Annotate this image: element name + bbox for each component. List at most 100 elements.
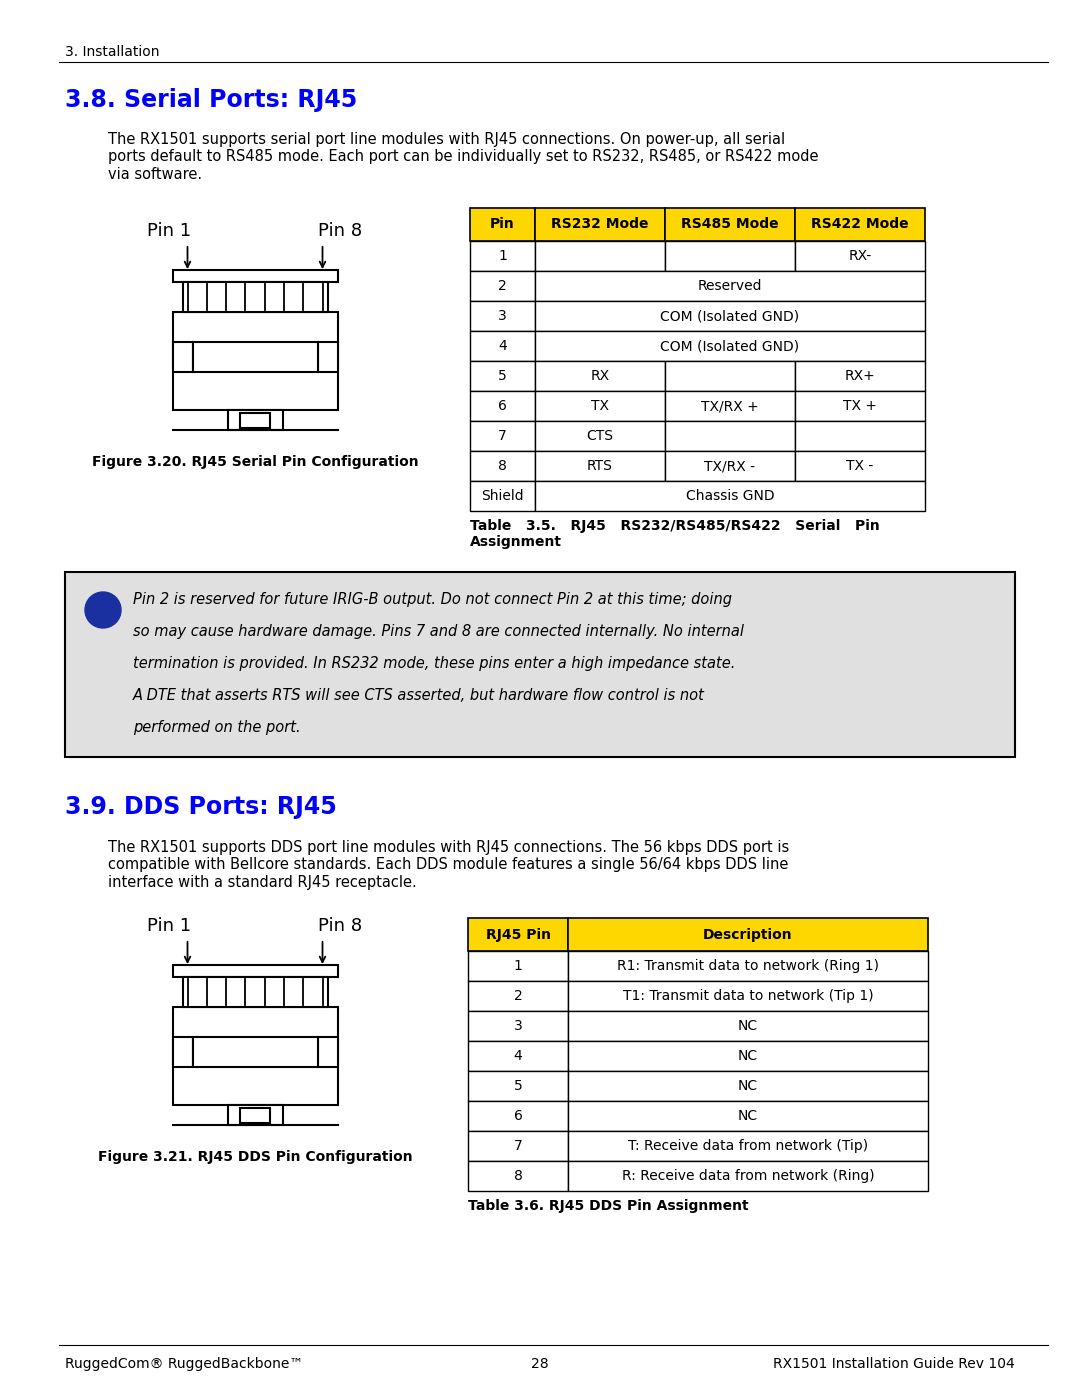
Bar — [173, 1037, 192, 1067]
Bar — [795, 391, 924, 420]
Text: 3: 3 — [514, 1018, 523, 1032]
Text: 4: 4 — [498, 339, 507, 353]
Text: Pin 8: Pin 8 — [319, 916, 363, 935]
Text: R1: Transmit data to network (Ring 1): R1: Transmit data to network (Ring 1) — [617, 958, 879, 972]
Bar — [468, 981, 568, 1011]
Bar — [665, 451, 795, 481]
Bar — [192, 1037, 318, 1067]
Bar — [65, 571, 1015, 757]
Bar — [468, 918, 568, 951]
Bar — [795, 360, 924, 391]
Text: Description: Description — [703, 928, 793, 942]
Bar — [470, 208, 535, 242]
Text: 6: 6 — [514, 1109, 523, 1123]
Text: 1: 1 — [498, 249, 507, 263]
Text: 7: 7 — [498, 429, 507, 443]
Text: 2: 2 — [498, 279, 507, 293]
Text: A DTE that asserts RTS will see CTS asserted, but hardware flow control is not: A DTE that asserts RTS will see CTS asse… — [133, 687, 705, 703]
Text: RTS: RTS — [588, 460, 613, 474]
Text: Reserved: Reserved — [698, 279, 762, 293]
Bar — [173, 965, 337, 977]
Text: termination is provided. In RS232 mode, these pins enter a high impedance state.: termination is provided. In RS232 mode, … — [133, 657, 735, 671]
Text: Pin: Pin — [490, 218, 515, 232]
Bar — [568, 981, 928, 1011]
Text: The RX1501 supports serial port line modules with RJ45 connections. On power-up,: The RX1501 supports serial port line mod… — [108, 131, 819, 182]
Text: Shield: Shield — [482, 489, 524, 503]
Text: Figure 3.20. RJ45 Serial Pin Configuration: Figure 3.20. RJ45 Serial Pin Configurati… — [92, 455, 418, 469]
Bar — [468, 1011, 568, 1041]
Text: T1: Transmit data to network (Tip 1): T1: Transmit data to network (Tip 1) — [623, 989, 874, 1003]
Bar — [568, 951, 928, 981]
Text: RX+: RX+ — [845, 369, 876, 383]
Bar — [568, 1161, 928, 1192]
Text: 4: 4 — [514, 1049, 523, 1063]
Text: NC: NC — [738, 1018, 758, 1032]
Bar — [470, 391, 535, 420]
Bar — [240, 414, 270, 427]
Bar — [535, 300, 924, 331]
Text: 8: 8 — [514, 1169, 523, 1183]
Bar — [470, 242, 535, 271]
Text: Pin 2 is reserved for future IRIG-B output. Do not connect Pin 2 at this time; d: Pin 2 is reserved for future IRIG-B outp… — [133, 592, 732, 608]
Text: 3.9. DDS Ports: RJ45: 3.9. DDS Ports: RJ45 — [65, 795, 337, 819]
Text: Pin 1: Pin 1 — [148, 222, 191, 240]
Bar — [228, 1105, 283, 1125]
Bar — [240, 1108, 270, 1123]
Bar — [568, 1041, 928, 1071]
Text: 7: 7 — [514, 1139, 523, 1153]
Bar — [665, 242, 795, 271]
Bar — [470, 331, 535, 360]
Bar — [183, 282, 327, 312]
Bar — [173, 312, 337, 409]
Text: Figure 3.21. RJ45 DDS Pin Configuration: Figure 3.21. RJ45 DDS Pin Configuration — [97, 1150, 413, 1164]
Text: i: i — [99, 601, 106, 619]
Text: RX1501 Installation Guide Rev 104: RX1501 Installation Guide Rev 104 — [773, 1356, 1015, 1370]
Bar — [470, 420, 535, 451]
Bar — [318, 342, 337, 372]
Text: RuggedCom® RuggedBackbone™: RuggedCom® RuggedBackbone™ — [65, 1356, 303, 1370]
Text: Pin 8: Pin 8 — [319, 222, 363, 240]
Bar — [795, 451, 924, 481]
Bar — [470, 451, 535, 481]
Bar — [535, 391, 665, 420]
Bar — [470, 271, 535, 300]
Text: RX-: RX- — [849, 249, 872, 263]
Bar — [665, 360, 795, 391]
Bar — [535, 481, 924, 511]
Bar — [568, 1071, 928, 1101]
Text: 5: 5 — [498, 369, 507, 383]
Bar — [568, 1011, 928, 1041]
Text: NC: NC — [738, 1078, 758, 1092]
Text: CTS: CTS — [586, 429, 613, 443]
Bar — [468, 1041, 568, 1071]
Bar — [535, 331, 924, 360]
Bar — [470, 360, 535, 391]
Bar — [470, 481, 535, 511]
Text: 5: 5 — [514, 1078, 523, 1092]
Bar — [535, 242, 665, 271]
Bar — [535, 208, 665, 242]
Bar — [228, 409, 283, 430]
Bar — [173, 342, 192, 372]
Bar — [535, 360, 665, 391]
Bar — [468, 1101, 568, 1132]
Text: NC: NC — [738, 1049, 758, 1063]
Text: TX +: TX + — [843, 400, 877, 414]
Circle shape — [85, 592, 121, 629]
Text: RS422 Mode: RS422 Mode — [811, 218, 908, 232]
Text: Table 3.6. RJ45 DDS Pin Assignment: Table 3.6. RJ45 DDS Pin Assignment — [468, 1199, 748, 1213]
Bar — [795, 242, 924, 271]
Bar — [318, 1037, 337, 1067]
Text: R: Receive data from network (Ring): R: Receive data from network (Ring) — [622, 1169, 875, 1183]
Bar — [535, 271, 924, 300]
Bar — [665, 208, 795, 242]
Text: TX: TX — [591, 400, 609, 414]
Text: 6: 6 — [498, 400, 507, 414]
Text: RS232 Mode: RS232 Mode — [551, 218, 649, 232]
Bar — [535, 451, 665, 481]
Bar — [173, 270, 337, 282]
Text: 3: 3 — [498, 309, 507, 323]
Bar — [468, 1132, 568, 1161]
Text: 3.8. Serial Ports: RJ45: 3.8. Serial Ports: RJ45 — [65, 88, 357, 112]
Text: 2: 2 — [514, 989, 523, 1003]
